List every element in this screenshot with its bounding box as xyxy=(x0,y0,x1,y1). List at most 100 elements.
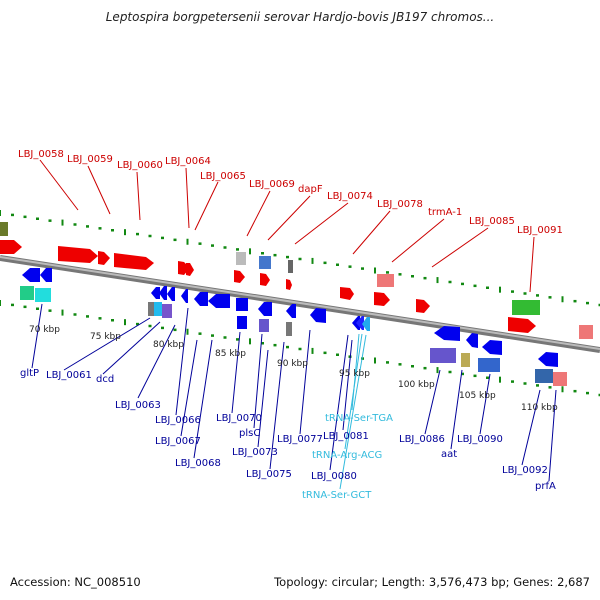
map-title: Leptospira borgpetersenii serovar Hardjo… xyxy=(105,10,495,24)
gene-label[interactable]: LBJ_0090 xyxy=(457,434,503,445)
gene-reverse[interactable] xyxy=(148,302,154,316)
gene-reverse[interactable] xyxy=(236,298,248,311)
gene-reverse[interactable] xyxy=(159,286,167,300)
gene-label[interactable]: LBJ_0059 xyxy=(67,154,113,165)
rna-labels: tRNA-Ser-TGA tRNA-Arg-ACG tRNA-Ser-GCT xyxy=(302,413,393,501)
gene-forward[interactable] xyxy=(260,273,270,286)
gene-forward[interactable] xyxy=(186,263,194,276)
gene-forward[interactable] xyxy=(416,299,430,313)
gene-label[interactable]: gltP xyxy=(20,368,39,379)
gene-label[interactable]: LBJ_0070 xyxy=(216,413,262,424)
gene-reverse[interactable] xyxy=(162,304,172,318)
gene-reverse[interactable] xyxy=(286,304,296,318)
gene-forward[interactable] xyxy=(377,274,394,287)
gene-label[interactable]: LBJ_0086 xyxy=(399,434,445,445)
gene-forward[interactable] xyxy=(236,252,246,265)
gene-reverse[interactable] xyxy=(208,294,230,308)
gene-label[interactable]: LBJ_0066 xyxy=(155,415,201,426)
gene-label[interactable]: dapF xyxy=(298,184,323,195)
gene-forward[interactable] xyxy=(98,251,110,265)
gene-label[interactable]: LBJ_0080 xyxy=(311,471,357,482)
gene-label[interactable]: LBJ_0060 xyxy=(117,160,163,171)
gene-label[interactable]: LBJ_0091 xyxy=(517,225,563,236)
gene-reverse[interactable] xyxy=(434,326,460,341)
gene-forward[interactable] xyxy=(288,260,293,273)
gene-label[interactable]: LBJ_0068 xyxy=(175,458,221,469)
gene-forward[interactable] xyxy=(374,292,390,306)
gene-forward[interactable] xyxy=(58,246,98,263)
rna-label[interactable]: tRNA-Arg-ACG xyxy=(312,450,382,461)
gene-forward[interactable] xyxy=(340,287,354,300)
gene-label[interactable]: LBJ_0063 xyxy=(115,400,161,411)
gene-reverse[interactable] xyxy=(237,316,247,329)
gene-reverse[interactable] xyxy=(538,352,558,367)
gene-reverse[interactable] xyxy=(20,286,34,300)
scale-label: 95 kbp xyxy=(339,369,370,379)
leader-line xyxy=(529,236,535,293)
gene-forward[interactable] xyxy=(234,270,245,283)
gene-reverse[interactable] xyxy=(22,268,40,282)
gene-reverse[interactable] xyxy=(482,340,502,355)
gene-label[interactable]: LBJ_0058 xyxy=(18,149,64,160)
gene-label[interactable]: LBJ_0061 xyxy=(46,370,92,381)
gene-label[interactable]: LBJ_0064 xyxy=(165,156,211,167)
gene-label[interactable]: LBJ_0075 xyxy=(246,469,292,480)
rna-label[interactable]: tRNA-Ser-GCT xyxy=(302,490,372,501)
gene-reverse[interactable] xyxy=(430,348,456,363)
top-gene-labels: LBJ_0058 LBJ_0059 LBJ_0060 LBJ_0064 LBJ_… xyxy=(18,149,563,236)
gene-forward[interactable] xyxy=(579,325,593,339)
scale-label: 80 kbp xyxy=(153,340,184,350)
gene-reverse[interactable] xyxy=(259,319,269,332)
gene-reverse[interactable] xyxy=(362,317,370,331)
footer-stats: Topology: circular; Length: 3,576,473 bp… xyxy=(274,575,590,589)
gene-features[interactable] xyxy=(0,222,593,386)
gene-reverse[interactable] xyxy=(40,268,52,282)
gene-forward[interactable] xyxy=(512,300,540,315)
gene-label[interactable]: LBJ_0069 xyxy=(249,179,295,190)
gene-label[interactable]: LBJ_0092 xyxy=(502,465,548,476)
chromosome-backbone xyxy=(0,255,600,353)
scale-label: 100 kbp xyxy=(398,380,435,390)
leader-line xyxy=(175,307,189,416)
leader-line xyxy=(137,324,176,399)
gene-reverse[interactable] xyxy=(258,302,272,316)
gene-reverse[interactable] xyxy=(535,369,553,383)
gene-reverse[interactable] xyxy=(154,302,162,316)
gene-reverse[interactable] xyxy=(466,333,478,348)
gene-label[interactable]: plsC xyxy=(239,428,260,439)
leader-line xyxy=(342,339,353,431)
gene-label[interactable]: LBJ_0078 xyxy=(377,199,423,210)
gene-reverse[interactable] xyxy=(194,292,208,306)
gene-label[interactable]: LBJ_0067 xyxy=(155,436,201,447)
gene-label[interactable]: trmA-1 xyxy=(428,207,462,218)
gene-reverse[interactable] xyxy=(181,289,188,303)
gene-forward[interactable] xyxy=(286,279,292,290)
gene-forward[interactable] xyxy=(0,222,8,236)
gene-reverse[interactable] xyxy=(286,322,292,336)
leader-line xyxy=(391,218,445,263)
gene-forward[interactable] xyxy=(114,253,154,270)
gene-reverse[interactable] xyxy=(167,287,175,301)
gene-label[interactable]: LBJ_0065 xyxy=(200,171,246,182)
gene-label[interactable]: LBJ_0074 xyxy=(327,191,373,202)
gene-reverse[interactable] xyxy=(35,288,51,302)
gene-label[interactable]: LBJ_0073 xyxy=(232,447,278,458)
gene-reverse[interactable] xyxy=(553,372,567,386)
gene-label[interactable]: LBJ_0077 xyxy=(277,434,323,445)
gene-reverse[interactable] xyxy=(461,353,470,367)
gene-reverse[interactable] xyxy=(151,287,160,299)
gene-label[interactable]: prfA xyxy=(535,481,556,492)
gene-label[interactable]: LBJ_0081 xyxy=(323,431,369,442)
gene-label[interactable]: aat xyxy=(441,449,457,460)
gene-reverse[interactable] xyxy=(478,358,500,372)
gene-reverse[interactable] xyxy=(356,316,364,330)
gene-forward[interactable] xyxy=(0,240,22,254)
leader-line xyxy=(180,339,198,437)
gene-forward[interactable] xyxy=(508,317,536,333)
rna-label[interactable]: tRNA-Ser-TGA xyxy=(325,413,393,424)
gene-reverse[interactable] xyxy=(310,308,326,323)
scale-label: 85 kbp xyxy=(215,349,246,359)
gene-forward[interactable] xyxy=(259,256,271,269)
gene-label[interactable]: LBJ_0085 xyxy=(469,216,515,227)
gene-label[interactable]: dcd xyxy=(96,374,114,385)
